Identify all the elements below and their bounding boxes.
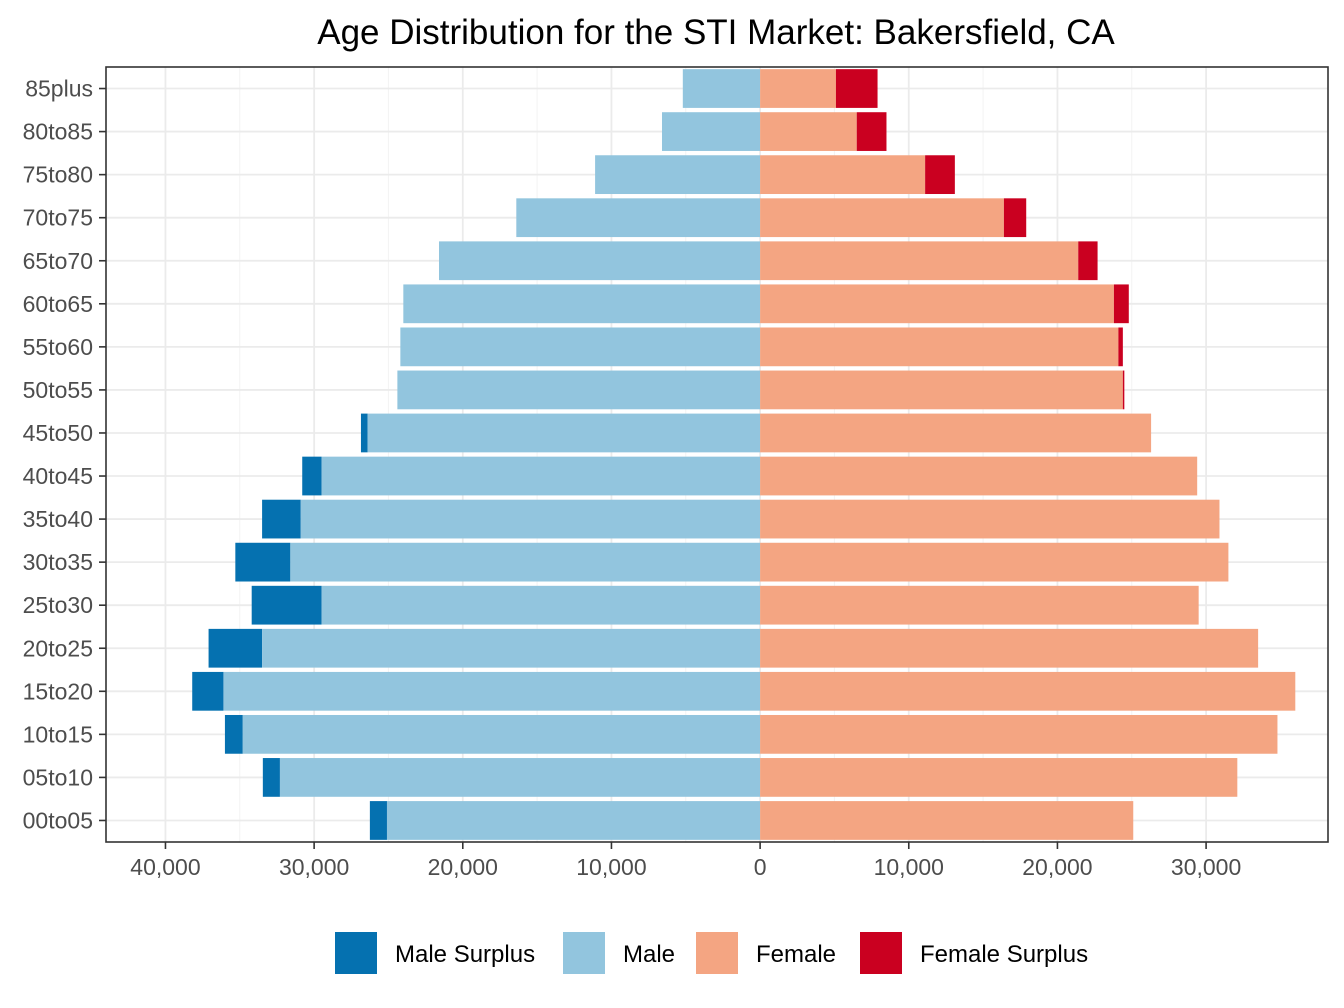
x-tick-label: 20,000 bbox=[428, 854, 498, 880]
y-tick-label: 85plus bbox=[25, 76, 93, 102]
male-bar-30to35 bbox=[290, 542, 761, 582]
y-tick-label: 30to35 bbox=[23, 549, 93, 575]
female-bar-30to35 bbox=[760, 542, 1229, 582]
female-bar-20to25 bbox=[760, 628, 1259, 668]
male-bar-35to40 bbox=[300, 499, 761, 539]
male-surplus-bar-20to25 bbox=[208, 628, 263, 668]
x-tick-label: 10,000 bbox=[576, 854, 646, 880]
male-bar-40to45 bbox=[321, 456, 761, 496]
male-bar-55to60 bbox=[400, 327, 761, 367]
female-bar-35to40 bbox=[760, 499, 1220, 539]
bars bbox=[192, 69, 1296, 840]
plot-panel-border bbox=[105, 66, 1329, 843]
y-tick-label: 55to60 bbox=[23, 334, 93, 360]
female-bar-05to10 bbox=[760, 758, 1238, 797]
legend: Male Surplus Male Female Female Surplus bbox=[335, 932, 1088, 974]
y-tick-label: 65to70 bbox=[23, 248, 93, 274]
x-tick-label: 30,000 bbox=[279, 854, 349, 880]
y-tick-label: 20to25 bbox=[23, 635, 93, 661]
female-surplus-bar-50to55 bbox=[1122, 370, 1125, 410]
male-bar-50to55 bbox=[397, 370, 761, 410]
axes: 00to05 05to10 10to15 15to20 20to25 25to30 30to… bbox=[23, 76, 1242, 880]
female-surplus-bar-65to70 bbox=[1078, 241, 1098, 281]
x-tick-label: 10,000 bbox=[874, 854, 944, 880]
male-bar-05to10 bbox=[279, 758, 761, 797]
legend-key-male bbox=[563, 932, 605, 974]
female-bar-15to20 bbox=[760, 671, 1296, 711]
legend-key-male-surplus bbox=[335, 932, 377, 974]
x-tick-label: 20,000 bbox=[1022, 854, 1092, 880]
male-surplus-bar-00to05 bbox=[369, 801, 387, 840]
female-bar-10to15 bbox=[760, 714, 1278, 754]
male-bar-00to05 bbox=[386, 801, 761, 840]
female-bar-80to85 bbox=[760, 112, 857, 151]
male-surplus-bar-35to40 bbox=[262, 499, 301, 539]
legend-label-female: Female bbox=[756, 941, 836, 968]
x-tick-label: 40,000 bbox=[130, 854, 200, 880]
legend-key-female-surplus bbox=[860, 932, 902, 974]
female-bar-70to75 bbox=[760, 198, 1004, 238]
y-tick-label: 00to05 bbox=[23, 807, 93, 833]
female-surplus-bar-80to85 bbox=[856, 112, 887, 151]
legend-label-female-surplus: Female Surplus bbox=[920, 941, 1088, 968]
male-surplus-bar-40to45 bbox=[302, 456, 322, 496]
female-bar-00to05 bbox=[760, 801, 1134, 840]
y-tick-label: 75to80 bbox=[23, 162, 93, 188]
y-tick-label: 50to55 bbox=[23, 377, 93, 403]
female-bar-75to80 bbox=[760, 155, 926, 195]
legend-label-male-surplus: Male Surplus bbox=[395, 941, 535, 968]
male-bar-15to20 bbox=[223, 671, 761, 711]
y-tick-label: 05to10 bbox=[23, 764, 93, 790]
y-tick-label: 10to15 bbox=[23, 721, 93, 747]
male-bar-75to80 bbox=[595, 155, 761, 195]
female-surplus-bar-70to75 bbox=[1003, 198, 1027, 238]
female-surplus-bar-55to60 bbox=[1118, 327, 1123, 367]
x-tick-label: 30,000 bbox=[1171, 854, 1241, 880]
female-bar-85plus bbox=[760, 69, 836, 108]
y-tick-label: 35to40 bbox=[23, 506, 93, 532]
y-tick-label: 15to20 bbox=[23, 678, 93, 704]
female-bar-60to65 bbox=[760, 284, 1114, 324]
legend-key-female bbox=[696, 932, 738, 974]
male-bar-10to15 bbox=[242, 714, 761, 754]
male-surplus-bar-25to30 bbox=[251, 585, 322, 625]
female-bar-40to45 bbox=[760, 456, 1198, 496]
chart-title: Age Distribution for the STI Market: Bak… bbox=[317, 13, 1115, 52]
y-tick-label: 40to45 bbox=[23, 463, 93, 489]
y-tick-label: 25to30 bbox=[23, 592, 93, 618]
y-tick-label: 45to50 bbox=[23, 420, 93, 446]
female-bar-45to50 bbox=[760, 413, 1152, 453]
legend-label-male: Male bbox=[623, 941, 675, 968]
y-tick-label: 60to65 bbox=[23, 291, 93, 317]
male-surplus-bar-15to20 bbox=[192, 671, 224, 711]
female-bar-50to55 bbox=[760, 370, 1123, 410]
male-bar-25to30 bbox=[321, 585, 761, 625]
male-bar-20to25 bbox=[262, 628, 761, 668]
male-bar-70to75 bbox=[516, 198, 761, 238]
y-tick-label: 80to85 bbox=[23, 119, 93, 145]
male-bar-45to50 bbox=[367, 413, 761, 453]
male-bar-65to70 bbox=[439, 241, 761, 281]
male-surplus-bar-05to10 bbox=[262, 758, 280, 797]
female-bar-65to70 bbox=[760, 241, 1079, 281]
x-tick-label: 0 bbox=[754, 854, 767, 880]
male-surplus-bar-45to50 bbox=[360, 413, 368, 453]
female-bar-55to60 bbox=[760, 327, 1119, 367]
female-surplus-bar-60to65 bbox=[1113, 284, 1129, 324]
male-bar-80to85 bbox=[661, 112, 761, 151]
male-bar-60to65 bbox=[403, 284, 761, 324]
y-tick-label: 70to75 bbox=[23, 205, 93, 231]
female-bar-25to30 bbox=[760, 585, 1199, 625]
female-surplus-bar-85plus bbox=[835, 69, 878, 108]
male-surplus-bar-30to35 bbox=[235, 542, 291, 582]
male-bar-85plus bbox=[682, 69, 761, 108]
male-surplus-bar-10to15 bbox=[224, 714, 243, 754]
female-surplus-bar-75to80 bbox=[925, 155, 955, 195]
